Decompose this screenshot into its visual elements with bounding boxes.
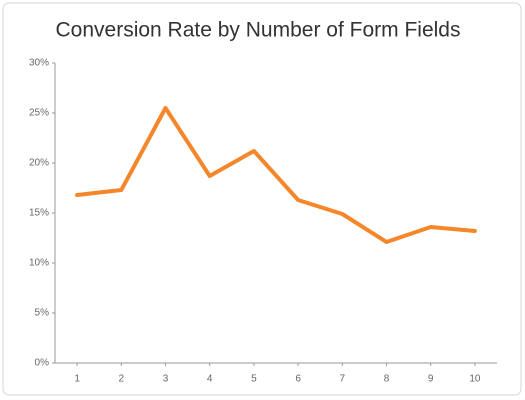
frame <box>2 2 522 396</box>
x-tick-label: 4 <box>207 374 213 385</box>
x-tick-label: 10 <box>469 374 481 385</box>
x-tick-label: 5 <box>251 374 257 385</box>
x-tick-label: 9 <box>428 374 434 385</box>
y-tick-label: 0% <box>35 358 50 369</box>
x-tick-label: 7 <box>340 374 346 385</box>
y-tick-label: 20% <box>29 158 49 169</box>
x-tick-label: 3 <box>163 374 169 385</box>
y-tick-label: 25% <box>29 108 49 119</box>
x-tick-label: 8 <box>384 374 390 385</box>
x-tick-label: 6 <box>295 374 301 385</box>
y-tick-label: 10% <box>29 258 49 269</box>
x-tick-label: 1 <box>74 374 80 385</box>
y-tick-label: 15% <box>29 208 49 219</box>
y-tick-label: 5% <box>35 308 50 319</box>
chart-title: Conversion Rate by Number of Form Fields <box>56 19 461 42</box>
line-series <box>75 106 477 244</box>
y-tick-label: 30% <box>29 58 49 69</box>
x-tick-label: 2 <box>119 374 125 385</box>
